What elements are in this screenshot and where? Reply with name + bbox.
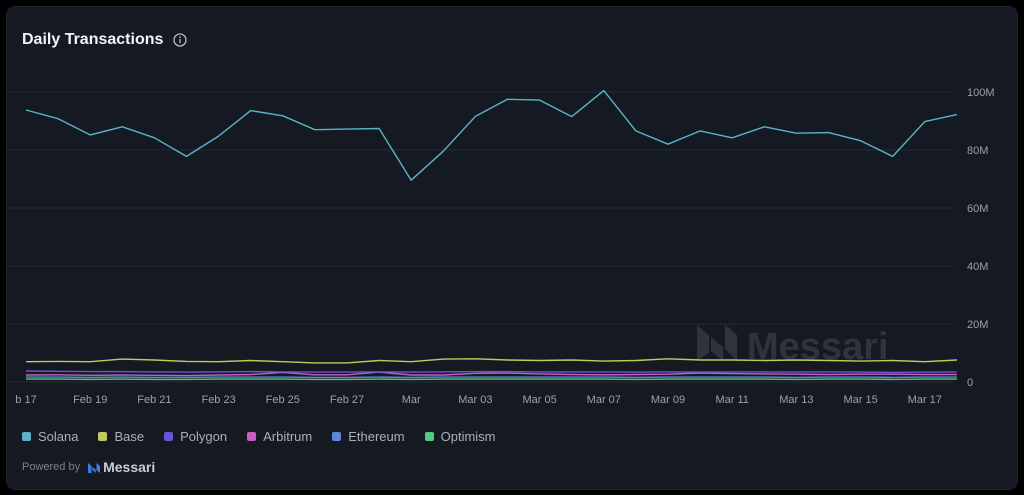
legend-item-ethereum[interactable]: Ethereum [332,429,405,444]
series-lines [25,89,958,381]
legend-item-optimism[interactable]: Optimism [424,429,496,444]
legend-swatch [424,432,434,441]
grid-lines [7,91,953,383]
info-circle-icon[interactable] [173,33,188,47]
y-tick-label: 40M [967,261,988,273]
series-line-polygon[interactable] [25,370,957,374]
powered-by-brand-text: Messari [103,459,156,475]
legend-swatch [22,432,31,441]
messari-logo-icon [88,462,101,473]
x-tick-label: Mar 17 [908,394,942,406]
x-tick-label: b 17 [15,394,36,406]
legend-swatch [332,432,342,441]
legend-label: Polygon [180,429,228,444]
legend-label: Optimism [440,429,496,444]
x-tick-label: Mar 07 [587,394,621,406]
x-tick-label: Mar [402,394,421,406]
watermark-text: Messari [747,326,889,368]
series-line-solana[interactable] [25,89,958,181]
legend-item-polygon[interactable]: Polygon [164,429,227,444]
line-chart[interactable]: Messari 0 20M 40M 60M 80M 100M b 17 Feb 19 Feb … [7,7,1017,417]
x-tick-label: Feb 25 [266,394,300,406]
title-row: Daily Transactions [22,31,188,49]
powered-by-label: Powered by [22,461,81,473]
legend-swatch [247,432,257,441]
y-tick-label: 60M [967,203,988,215]
x-tick-label: Mar 15 [843,394,877,406]
legend-label: Ethereum [348,429,405,444]
legend-item-base[interactable]: Base [98,429,144,444]
legend-swatch [98,432,108,441]
chart-legend: Solana Base Polygon Arbitrum Ethereum Optimis… [22,429,496,444]
x-tick-label: Mar 03 [458,394,492,406]
y-tick-label: 100M [967,87,995,99]
y-axis: 0 20M 40M 60M 80M 100M [967,87,995,389]
series-line-base[interactable] [25,358,957,364]
x-tick-label: Mar 05 [522,394,556,406]
powered-by-brand[interactable]: Messari [88,459,155,475]
legend-item-arbitrum[interactable]: Arbitrum [247,429,312,444]
powered-by: Powered by Messari [22,459,155,475]
legend-label: Base [114,429,145,444]
chart-card: Daily Transactions Messari 0 20M 40M 60M 80M… [6,6,1018,490]
series-line-arbitrum[interactable] [25,371,957,377]
y-tick-label: 0 [967,377,973,389]
x-tick-label: Feb 23 [201,394,235,406]
legend-swatch [164,432,174,441]
watermark-logo-icon [697,325,737,361]
x-tick-label: Feb 19 [73,394,107,406]
x-tick-label: Feb 27 [330,394,364,406]
legend-item-solana[interactable]: Solana [22,429,78,444]
x-tick-label: Mar 09 [651,394,685,406]
x-tick-label: Mar 11 [715,394,748,406]
y-tick-label: 80M [967,145,988,157]
legend-label: Arbitrum [263,429,313,444]
legend-label: Solana [38,429,79,444]
x-tick-label: Feb 21 [137,394,171,406]
y-tick-label: 20M [967,319,988,331]
x-tick-label: Mar 13 [779,394,813,406]
chart-title: Daily Transactions [22,31,164,48]
x-axis: b 17 Feb 19 Feb 21 Feb 23 Feb 25 Feb 27 Mar Mar… [15,394,942,406]
